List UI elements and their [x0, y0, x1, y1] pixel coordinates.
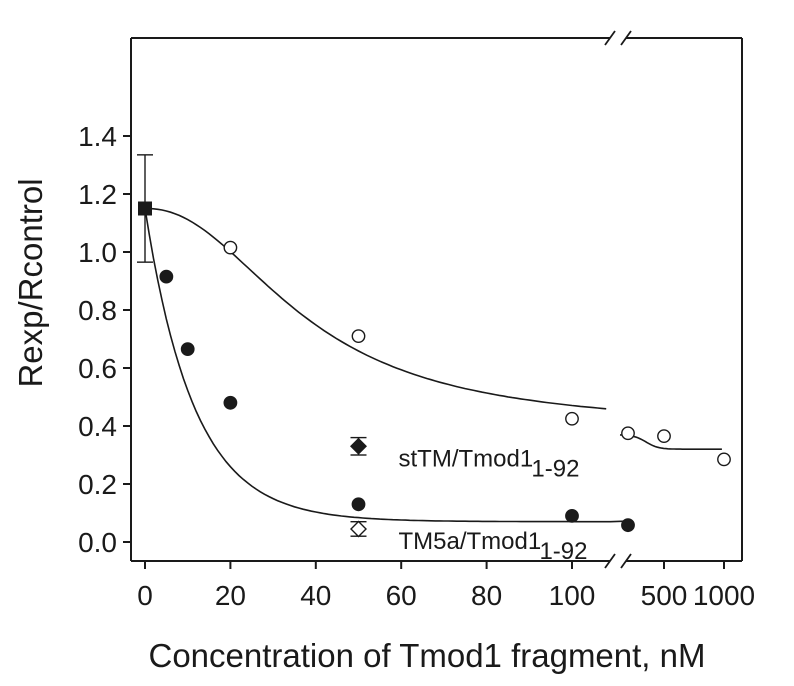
fit-curves — [144, 207, 722, 523]
filled-circle-point — [621, 518, 635, 533]
x-tick-label: 60 — [386, 580, 417, 611]
filled-circle-point — [223, 395, 238, 410]
open-circle-point — [223, 240, 238, 255]
filled-diamond-point — [350, 437, 367, 455]
y-tick-label: 1.0 — [78, 237, 117, 268]
x-tick-label: 100 — [549, 580, 596, 611]
y-tick-label: 0.0 — [78, 527, 117, 558]
y-tick-label: 0.2 — [78, 469, 117, 500]
control-square-point — [138, 201, 152, 216]
x-axis-title: Concentration of Tmod1 fragment, nM — [148, 637, 705, 674]
y-tick-label: 0.4 — [78, 411, 117, 442]
axis-break-mark — [604, 553, 616, 569]
filled-circle-point — [565, 509, 579, 523]
annotation-label: stTM/Tmod11-92 — [399, 445, 580, 482]
annotation-subscript: 1-92 — [539, 538, 587, 565]
x-tick-label: 20 — [215, 580, 246, 611]
y-axis-ticks: 0.0 0.2 0.4 0.6 0.8 1.0 1.2 1.4 — [78, 121, 131, 558]
axis-break-mark — [620, 30, 632, 46]
data-marks — [137, 154, 731, 537]
y-tick-label: 1.4 — [78, 121, 117, 152]
x-tick-label: 80 — [471, 580, 502, 611]
plot-frame — [130, 30, 743, 569]
filled-circle-point — [180, 342, 195, 357]
x-tick-label: 500 — [641, 580, 688, 611]
fit-curve-filled — [144, 208, 629, 523]
axis-break-mark — [604, 30, 616, 46]
x-axis-ticks: 0 20 40 60 80 100 500 1000 — [137, 561, 755, 611]
open-circle-point — [621, 426, 635, 441]
filled-circle-point — [159, 269, 174, 284]
filled-circle-point — [351, 497, 366, 512]
open-circle-point — [717, 452, 731, 467]
open-circle-point — [351, 329, 366, 343]
annotation-subscript: 1-92 — [531, 455, 579, 482]
annotations: stTM/Tmod11-92 TM5a/Tmod11-92 — [350, 437, 588, 565]
x-tick-label: 0 — [137, 580, 153, 611]
y-tick-label: 0.6 — [78, 353, 117, 384]
fit-curve-open-upper — [619, 434, 722, 451]
y-tick-label: 1.2 — [78, 179, 117, 210]
open-circle-point — [657, 429, 671, 444]
annotation-label: TM5a/Tmod11-92 — [399, 528, 588, 565]
open-circle-point — [565, 411, 579, 426]
axis-break-mark — [620, 553, 632, 569]
open-diamond-point — [350, 520, 367, 538]
x-tick-label: 1000 — [693, 580, 755, 611]
y-axis-title: Rexp/Rcontrol — [12, 178, 49, 387]
y-tick-label: 0.8 — [78, 295, 117, 326]
fit-curve-open — [144, 207, 607, 410]
x-tick-label: 40 — [300, 580, 331, 611]
